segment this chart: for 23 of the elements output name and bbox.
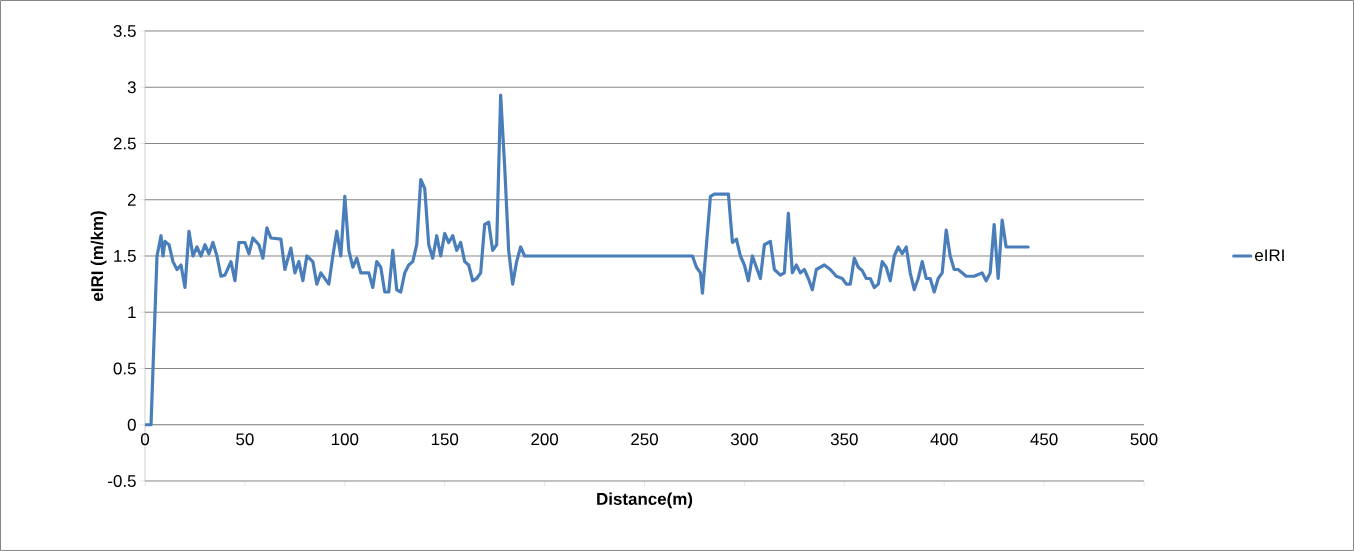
y-tick-label: 0 [127,418,136,431]
y-tick-label: 1 [128,306,136,319]
y-axis-title: eIRI (m/km) [90,211,107,301]
x-axis-title: Distance(m) [597,492,693,509]
x-tick-label: 500 [1130,433,1158,446]
x-tick-label: 50 [236,433,254,446]
y-tick-label: 3 [127,81,136,94]
x-tick-label: 300 [730,433,758,446]
y-tick-label: 2.5 [113,137,136,150]
x-tick-label: 150 [431,433,459,446]
x-tick-label: 0 [140,433,150,446]
y-tick-label: 2 [127,193,136,206]
y-tick-label: 0.5 [113,362,136,375]
x-tick-label: 250 [631,433,658,446]
x-tick-label: 450 [1030,433,1058,446]
x-tick-label: 350 [830,433,858,446]
y-tick-label: 3.5 [113,24,136,37]
y-tick-label: -0.5 [108,474,136,487]
y-tick-label: 1.5 [114,250,136,262]
x-tick-label: 200 [531,433,559,446]
x-tick-label: 400 [930,433,958,446]
x-tick-label: 100 [331,433,359,446]
legend-label: eIRI [1255,249,1284,262]
